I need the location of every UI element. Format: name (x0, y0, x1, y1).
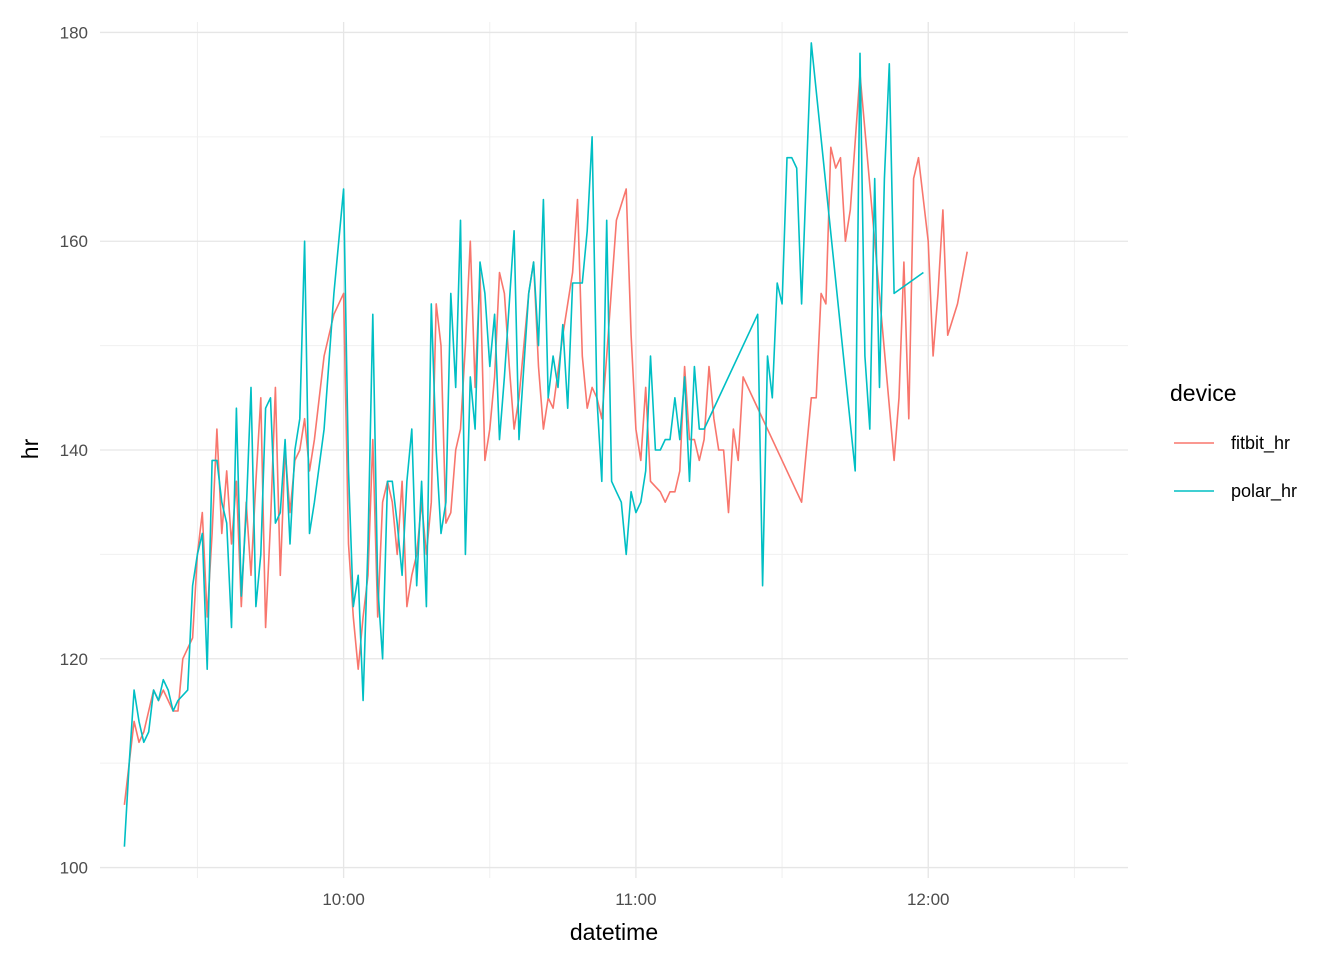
x-tick-label: 11:00 (615, 890, 656, 909)
legend-label-polar-hr: polar_hr (1231, 481, 1297, 502)
legend-label-fitbit-hr: fitbit_hr (1231, 433, 1290, 454)
y-axis-tick-labels: 100 120 140 160 180 (60, 23, 88, 877)
x-axis-tick-labels: 10:00 11:00 12:00 (322, 890, 949, 909)
legend-title: device (1170, 380, 1236, 406)
legend: device fitbit_hr polar_hr (1170, 380, 1297, 502)
series-lines (123, 42, 968, 847)
x-tick-label: 12:00 (907, 890, 950, 909)
y-tick-label: 120 (60, 650, 88, 669)
x-axis-title: datetime (570, 919, 658, 945)
y-tick-label: 140 (60, 441, 88, 460)
y-tick-label: 160 (60, 232, 88, 251)
y-axis-title: hr (17, 438, 43, 459)
y-tick-label: 100 (60, 859, 88, 878)
y-tick-label: 180 (60, 23, 88, 42)
major-gridlines (100, 22, 1128, 878)
series-line-fitbit-hr (123, 73, 968, 805)
series-line-polar-hr (123, 42, 924, 847)
x-tick-label: 10:00 (322, 890, 365, 909)
